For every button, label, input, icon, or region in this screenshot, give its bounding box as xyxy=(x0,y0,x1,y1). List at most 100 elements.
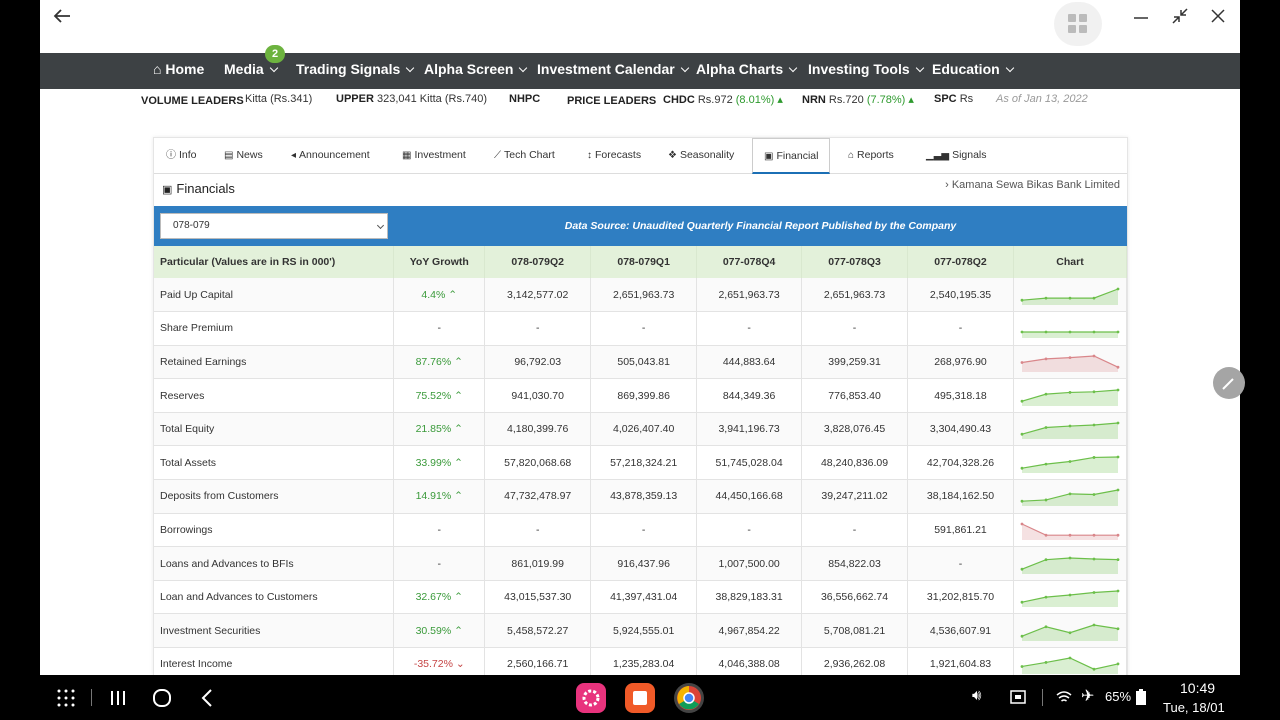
sparkline-cell[interactable] xyxy=(1013,647,1128,675)
tab-signals[interactable]: ▁▃▅ Signals xyxy=(926,149,987,161)
airplane-mode-icon: ✈ xyxy=(1081,688,1095,705)
table-header-row: Particular (Values are in RS in 000') Yo… xyxy=(154,246,1128,278)
column-header: Chart xyxy=(1013,246,1128,278)
ticker-item[interactable]: CHDC Rs.972 (8.01%) ▴ xyxy=(663,94,783,106)
sparkline-cell[interactable] xyxy=(1013,580,1128,615)
column-header: 078-079Q2 xyxy=(484,246,592,278)
apps-grid-button[interactable] xyxy=(1054,2,1102,46)
tab-reports[interactable]: ⌂ Reports xyxy=(848,149,894,161)
tab-seasonality[interactable]: ❖ Seasonality xyxy=(668,149,735,161)
flower-app-icon[interactable] xyxy=(576,683,606,713)
yoy-growth: 33.99% ⌃ xyxy=(393,445,486,481)
bank-icon: ⌂ xyxy=(848,150,855,161)
row-label: Borrowings xyxy=(154,513,395,548)
sparkline-cell[interactable] xyxy=(1013,546,1128,581)
clock-date: Tue, 18/01 xyxy=(1163,700,1225,715)
tab-news[interactable]: ▤ News xyxy=(224,149,263,161)
sparkline-point xyxy=(1092,389,1096,393)
minimize-icon[interactable] xyxy=(1131,6,1151,26)
sparkline-cell[interactable] xyxy=(1013,412,1128,447)
home-button-icon[interactable] xyxy=(152,688,172,708)
sparkline-point xyxy=(1092,423,1096,427)
sparkline-cell[interactable] xyxy=(1013,445,1128,481)
company-breadcrumb[interactable]: › Kamana Sewa Bikas Bank Limited xyxy=(945,179,1120,191)
sparkline-area xyxy=(1021,332,1118,339)
notes-app-icon[interactable] xyxy=(625,683,655,713)
nav-alpha-screen[interactable]: Alpha Screen xyxy=(424,53,528,89)
nav-media[interactable]: Media xyxy=(224,53,278,89)
media-notification-badge: 2 xyxy=(265,45,285,63)
browser-top-bar xyxy=(40,0,1240,53)
nav-investment-calendar[interactable]: Investment Calendar xyxy=(537,53,689,89)
quarter-value: 1,007,500.00 xyxy=(696,546,803,581)
ticker-item[interactable]: Kitta (Rs.341) xyxy=(245,93,313,105)
info-icon: ⓘ xyxy=(166,150,176,161)
quarter-value: - xyxy=(907,311,1014,346)
growth-value: 33.99% xyxy=(415,456,452,469)
ticker-item[interactable]: NRN Rs.720 (7.78%) ▴ xyxy=(802,94,914,106)
sparkline-cell[interactable] xyxy=(1013,311,1128,346)
sparkline-cell[interactable] xyxy=(1013,513,1128,548)
row-label: Loan and Advances to Customers xyxy=(154,580,395,615)
table-row: Total Equity 21.85% ⌃ 4,180,399.76 4,026,40… xyxy=(154,412,1128,447)
sparkline-cell[interactable] xyxy=(1013,613,1128,649)
collapse-icon[interactable] xyxy=(1170,6,1190,26)
close-icon[interactable] xyxy=(1208,6,1228,26)
nav-trading-signals[interactable]: Trading Signals xyxy=(296,53,415,89)
yoy-growth: - xyxy=(393,513,486,548)
main-nav: ⌂ Home Media Trading Signals Alpha Scree… xyxy=(40,53,1240,89)
quarter-value: - xyxy=(801,311,909,346)
chrome-icon xyxy=(677,686,701,710)
recent-apps-icon[interactable] xyxy=(109,689,127,707)
quarter-value: 268,976.90 xyxy=(907,345,1014,380)
ticker-item[interactable]: NHPC xyxy=(509,93,541,105)
ticker-item[interactable]: UPPER 323,041 Kitta (Rs.740) xyxy=(336,93,488,105)
flower-icon xyxy=(582,689,600,707)
chrome-app-icon[interactable] xyxy=(674,683,704,713)
screen-capture-icon[interactable] xyxy=(1009,688,1027,706)
nav-home[interactable]: ⌂ Home xyxy=(153,61,205,77)
tab-financial[interactable]: ▣ Financial xyxy=(752,138,831,174)
back-arrow-icon[interactable] xyxy=(52,5,72,27)
tab-announcement[interactable]: ◂ Announcement xyxy=(291,149,370,161)
table-row: Investment Securities 30.59% ⌃ 5,458,572.2… xyxy=(154,613,1128,649)
growth-value: - xyxy=(437,322,442,335)
tab-forecasts[interactable]: ↕ Forecasts xyxy=(587,149,642,161)
sparkline-cell[interactable] xyxy=(1013,479,1128,514)
nav-alpha-charts[interactable]: Alpha Charts xyxy=(696,53,798,89)
chevron-down-icon xyxy=(269,63,278,73)
ticker-item[interactable]: SPC Rs xyxy=(934,93,974,105)
sparkline-cell[interactable] xyxy=(1013,278,1128,313)
nav-education[interactable]: Education xyxy=(932,53,1014,89)
quarter-value: 916,437.96 xyxy=(590,546,698,581)
table-row: Borrowings - - - - -591,861.21 xyxy=(154,513,1128,548)
sparkline-point xyxy=(1044,462,1048,466)
table-row: Paid Up Capital 4.4% ⌃ 3,142,577.02 2,651,9… xyxy=(154,278,1128,313)
tab-investment[interactable]: ▦ Investment xyxy=(402,149,466,161)
sparkline-point xyxy=(1044,533,1048,537)
app-drawer-icon[interactable] xyxy=(56,688,76,708)
yoy-growth: 4.4% ⌃ xyxy=(393,278,486,313)
growth-value: -35.72% xyxy=(413,658,453,671)
tab-tech-chart[interactable]: ⟋ Tech Chart xyxy=(494,149,555,161)
edit-pencil-button[interactable] xyxy=(1213,367,1245,399)
quarter-value: 2,651,963.73 xyxy=(696,278,803,313)
fiscal-year-select[interactable]: 078-079 xyxy=(160,213,388,239)
sparkline-cell[interactable] xyxy=(1013,345,1128,380)
growth-value: 4.4% xyxy=(421,288,446,301)
tab-info[interactable]: ⓘ Info xyxy=(166,149,197,161)
volume-icon[interactable]: 🔊︎ xyxy=(972,687,982,704)
sparkline-point xyxy=(1116,533,1120,537)
sparkline-point xyxy=(1116,589,1120,593)
sparkline-point xyxy=(1068,330,1072,334)
sparkline-point xyxy=(1116,330,1120,334)
back-icon[interactable] xyxy=(199,688,215,708)
sparkline-chart xyxy=(1020,421,1120,440)
yoy-growth: -35.72% ⌄ xyxy=(393,647,486,675)
column-header: YoY Growth xyxy=(393,246,486,278)
nav-investing-tools[interactable]: Investing Tools xyxy=(808,53,924,89)
sparkline-cell[interactable] xyxy=(1013,378,1128,413)
sparkline-point xyxy=(1092,330,1096,334)
sparkline-point xyxy=(1044,392,1048,396)
row-label: Total Assets xyxy=(154,445,395,481)
